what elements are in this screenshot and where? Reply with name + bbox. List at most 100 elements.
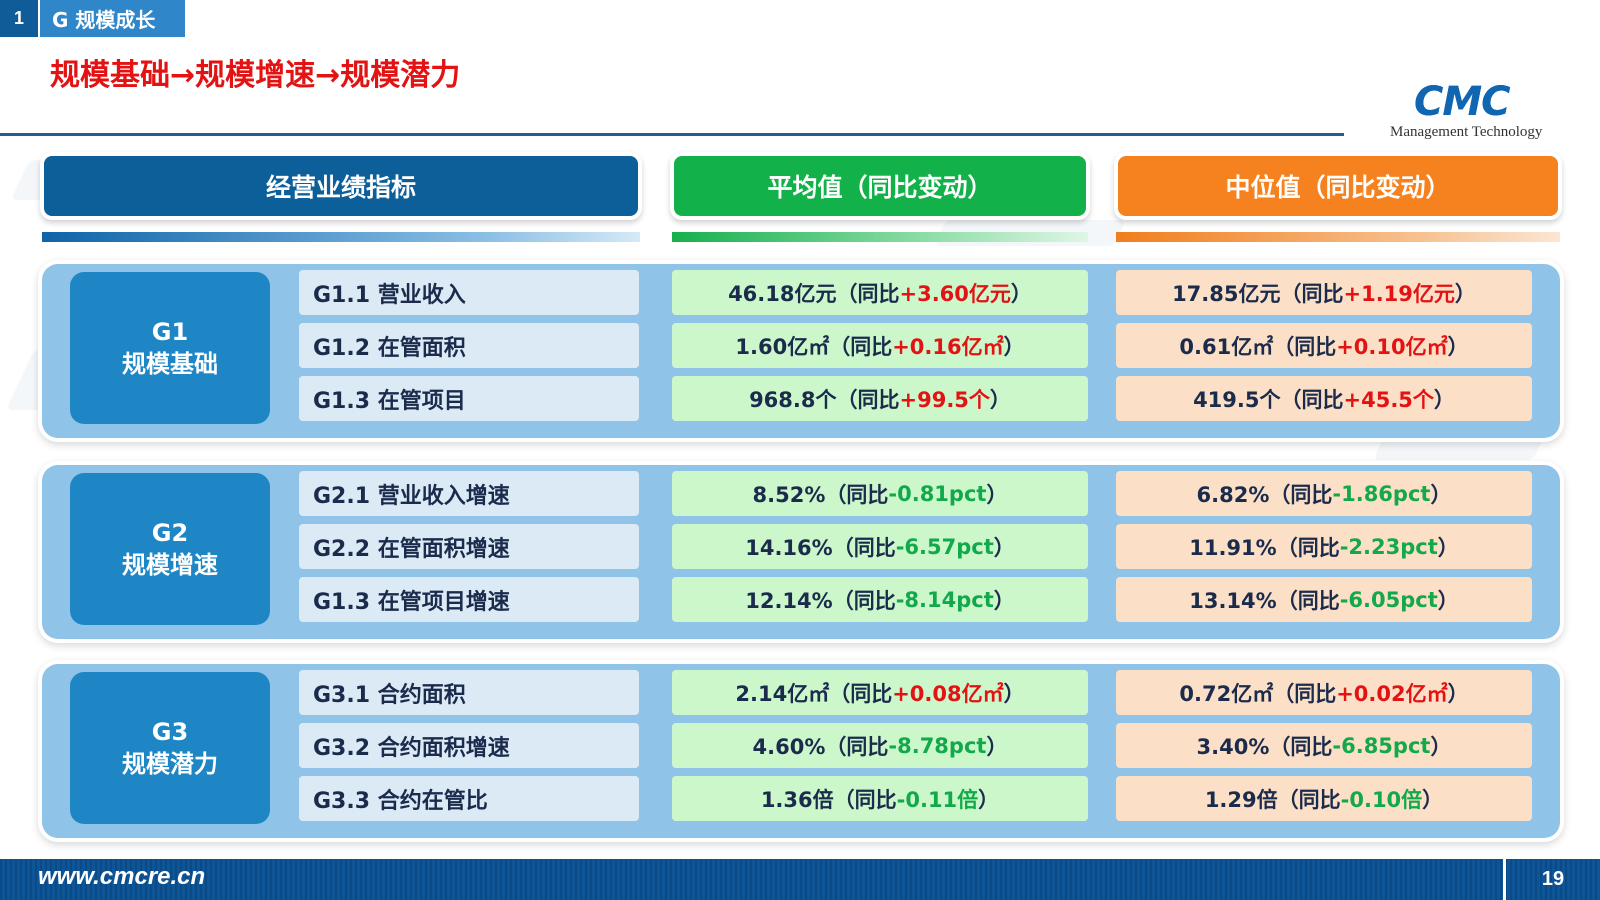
metric-label: G1.3 在管项目增速 <box>299 577 639 622</box>
median-value: 3.40%（同比 -6.85pct） <box>1116 723 1532 768</box>
value-change: -8.78pct <box>888 733 987 758</box>
company-logo: CMC Management Technology <box>1390 82 1560 142</box>
value-base: 1.29倍（同比 <box>1204 787 1341 812</box>
section-number: 1 <box>0 0 38 37</box>
value-base: 11.91%（同比 <box>1189 535 1340 560</box>
value-tail: ） <box>1003 334 1025 359</box>
value-change: +99.5个 <box>899 387 990 412</box>
metric-row: G1.1 营业收入 46.18亿元（同比 +3.60亿元） 17.85亿元（同比 +1.… <box>42 270 1560 315</box>
footer-bar: www.cmcre.cn 19 <box>0 859 1600 900</box>
value-tail: ） <box>1433 387 1455 412</box>
metric-group: G2 规模增速 G2.1 营业收入增速 8.52%（同比 -0.81pct） 6.82%（… <box>42 465 1560 639</box>
value-base: 3.40%（同比 <box>1196 734 1333 759</box>
value-base: 46.18亿元（同比 <box>728 281 900 306</box>
metric-group: G1 规模基础 G1.1 营业收入 46.18亿元（同比 +3.60亿元） 17.85亿元… <box>42 264 1560 438</box>
group-code: G3 <box>151 718 189 746</box>
median-value: 0.61亿㎡（同比 +0.10亿㎡） <box>1116 323 1532 368</box>
average-value: 968.8个（同比 +99.5个） <box>672 376 1088 421</box>
value-tail: ） <box>1422 787 1444 812</box>
value-change: -6.57pct <box>895 534 994 559</box>
header-indicator: 经营业绩指标 <box>44 156 638 216</box>
value-tail: ） <box>993 588 1015 613</box>
metric-row: G1.3 在管项目增速 12.14%（同比 -8.14pct） 13.14%（同比 -6… <box>42 577 1560 622</box>
footer-url: www.cmcre.cn <box>38 863 206 890</box>
value-tail: ） <box>1003 681 1025 706</box>
average-value: 12.14%（同比 -8.14pct） <box>672 577 1088 622</box>
metric-label: G2.2 在管面积增速 <box>299 524 639 569</box>
average-value: 2.14亿㎡（同比 +0.08亿㎡） <box>672 670 1088 715</box>
median-value: 13.14%（同比 -6.05pct） <box>1116 577 1532 622</box>
metric-row: G3.1 合约面积 2.14亿㎡（同比 +0.08亿㎡） 0.72亿㎡（同比 +0.02… <box>42 670 1560 715</box>
group-name: 规模潜力 <box>122 750 218 778</box>
value-tail: ） <box>978 787 1000 812</box>
group-name: 规模基础 <box>122 350 218 378</box>
header-underline-median <box>1116 232 1560 242</box>
value-change: +0.08亿㎡ <box>892 681 1004 706</box>
title-divider <box>0 133 1344 136</box>
footer-separator <box>1503 859 1506 900</box>
header-average: 平均值（同比变动） <box>674 156 1086 216</box>
value-change: -8.14pct <box>895 587 994 612</box>
metric-label: G1.3 在管项目 <box>299 376 639 421</box>
slide-title: 规模基础→规模增速→规模潜力 <box>50 58 461 93</box>
value-tail: ） <box>986 482 1008 507</box>
value-base: 0.72亿㎡（同比 <box>1179 681 1337 706</box>
value-change: +3.60亿元 <box>899 281 1011 306</box>
metric-label: G3.2 合约面积增速 <box>299 723 639 768</box>
metric-row: G2.2 在管面积增速 14.16%（同比 -6.57pct） 11.91%（同比 -2… <box>42 524 1560 569</box>
value-base: 14.16%（同比 <box>745 535 896 560</box>
value-change: -0.11倍 <box>896 787 979 812</box>
metric-row: G3.2 合约面积增速 4.60%（同比 -8.78pct） 3.40%（同比 -6.8… <box>42 723 1560 768</box>
value-tail: ） <box>1447 681 1469 706</box>
value-tail: ） <box>1437 535 1459 560</box>
value-change: -6.05pct <box>1339 587 1438 612</box>
average-value: 1.60亿㎡（同比 +0.16亿㎡） <box>672 323 1088 368</box>
metric-label: G2.1 营业收入增速 <box>299 471 639 516</box>
value-base: 1.36倍（同比 <box>760 787 897 812</box>
value-base: 4.60%（同比 <box>752 734 889 759</box>
group-label: G3 规模潜力 <box>70 672 270 824</box>
median-value: 6.82%（同比 -1.86pct） <box>1116 471 1532 516</box>
average-value: 14.16%（同比 -6.57pct） <box>672 524 1088 569</box>
value-base: 13.14%（同比 <box>1189 588 1340 613</box>
metric-row: G3.3 合约在管比 1.36倍（同比 -0.11倍） 1.29倍（同比 -0.10倍） <box>42 776 1560 821</box>
metric-row: G1.2 在管面积 1.60亿㎡（同比 +0.16亿㎡） 0.61亿㎡（同比 +0.10… <box>42 323 1560 368</box>
value-tail: ） <box>986 734 1008 759</box>
value-change: -6.85pct <box>1332 733 1431 758</box>
value-tail: ） <box>993 535 1015 560</box>
average-value: 1.36倍（同比 -0.11倍） <box>672 776 1088 821</box>
median-value: 1.29倍（同比 -0.10倍） <box>1116 776 1532 821</box>
group-label: G2 规模增速 <box>70 473 270 625</box>
value-base: 0.61亿㎡（同比 <box>1179 334 1337 359</box>
metric-label: G1.2 在管面积 <box>299 323 639 368</box>
value-change: +0.16亿㎡ <box>892 334 1004 359</box>
metric-group: G3 规模潜力 G3.1 合约面积 2.14亿㎡（同比 +0.08亿㎡） 0.72亿㎡（同… <box>42 664 1560 838</box>
median-value: 17.85亿元（同比 +1.19亿元） <box>1116 270 1532 315</box>
metric-label: G3.3 合约在管比 <box>299 776 639 821</box>
group-code: G2 <box>151 519 189 547</box>
value-base: 6.82%（同比 <box>1196 482 1333 507</box>
value-change: +0.10亿㎡ <box>1336 334 1448 359</box>
metric-label: G1.1 营业收入 <box>299 270 639 315</box>
value-change: +1.19亿元 <box>1343 281 1455 306</box>
group-label: G1 规模基础 <box>70 272 270 424</box>
value-base: 2.14亿㎡（同比 <box>735 681 893 706</box>
value-change: -1.86pct <box>1332 481 1431 506</box>
value-change: -0.81pct <box>888 481 987 506</box>
average-value: 4.60%（同比 -8.78pct） <box>672 723 1088 768</box>
value-base: 968.8个（同比 <box>749 387 900 412</box>
value-change: -0.10倍 <box>1340 787 1423 812</box>
page-number: 19 <box>1541 868 1565 890</box>
value-change: -2.23pct <box>1339 534 1438 559</box>
value-tail: ） <box>1437 588 1459 613</box>
group-code: G1 <box>151 318 189 346</box>
logo-mark: CMC <box>1414 79 1511 125</box>
value-base: 17.85亿元（同比 <box>1172 281 1344 306</box>
average-value: 46.18亿元（同比 +3.60亿元） <box>672 270 1088 315</box>
value-base: 419.5个（同比 <box>1193 387 1344 412</box>
value-tail: ） <box>1447 334 1469 359</box>
metric-row: G1.3 在管项目 968.8个（同比 +99.5个） 419.5个（同比 +45.5个… <box>42 376 1560 421</box>
value-base: 1.60亿㎡（同比 <box>735 334 893 359</box>
metric-row: G2.1 营业收入增速 8.52%（同比 -0.81pct） 6.82%（同比 -1.8… <box>42 471 1560 516</box>
value-change: +45.5个 <box>1343 387 1434 412</box>
